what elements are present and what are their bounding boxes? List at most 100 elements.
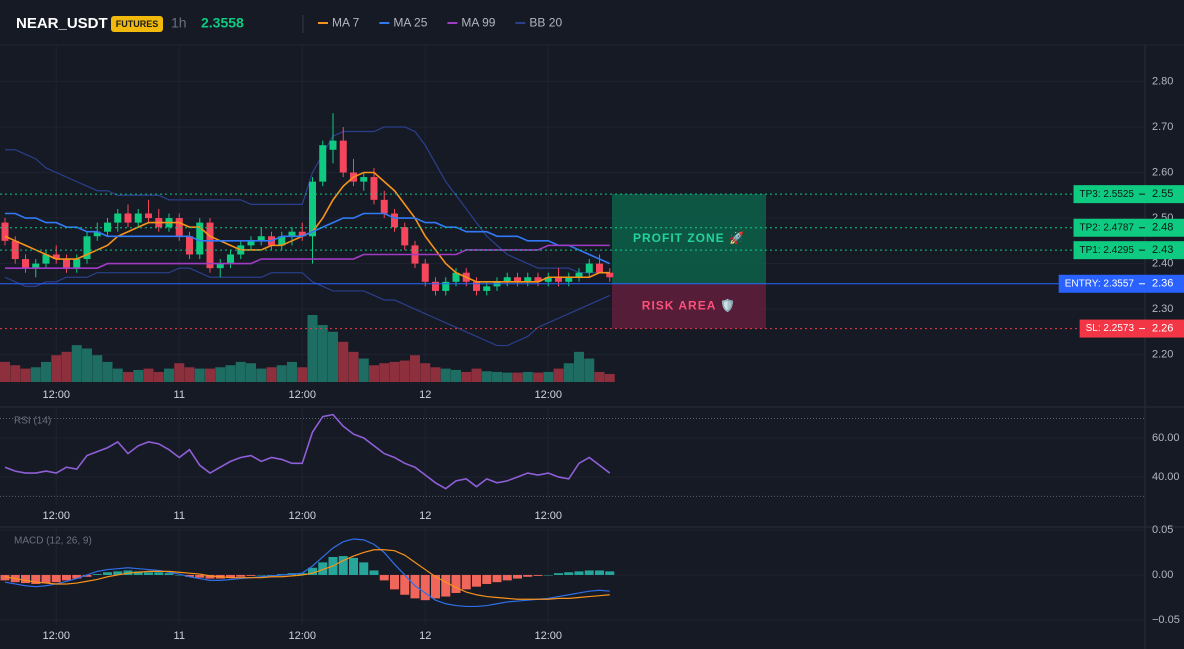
- histogram-bar: [144, 572, 153, 575]
- level-tag-bg: [1073, 185, 1184, 204]
- volume-bar: [215, 367, 226, 382]
- x-tick-label: 12:00: [288, 630, 316, 642]
- level-axis-label: 2.26: [1152, 322, 1173, 334]
- y-tick-label: −0.05: [1152, 614, 1180, 626]
- x-tick-label: 12: [419, 630, 431, 642]
- macd-line: [4, 549, 610, 600]
- candle-body: [524, 277, 532, 282]
- level-label: TP1: 2.4295: [1080, 245, 1135, 256]
- level-tag-bg: [1079, 319, 1184, 338]
- candle-body: [134, 213, 142, 223]
- histogram-bar: [513, 574, 522, 579]
- volume-bar: [30, 367, 41, 382]
- histogram-bar: [595, 570, 604, 575]
- histogram-bar: [554, 573, 563, 575]
- level-tag: SL: 2.2573 2.26: [1079, 319, 1184, 338]
- x-tick-label: 11: [174, 389, 185, 401]
- candle-body: [360, 177, 368, 182]
- volume-bar: [440, 368, 451, 382]
- level-axis-label: 2.36: [1152, 278, 1173, 290]
- histogram-bar: [338, 556, 348, 575]
- volume-bar: [10, 365, 21, 382]
- volume-bar: [379, 363, 390, 382]
- x-tick-label: 12:00: [534, 510, 562, 522]
- candle-body: [114, 213, 122, 223]
- histogram-bar: [154, 572, 164, 575]
- candle-body: [73, 259, 81, 269]
- candle-body: [565, 277, 573, 282]
- rsi-line: [4, 413, 611, 490]
- x-tick-label: 12: [419, 389, 431, 401]
- volume-bar: [328, 331, 338, 382]
- histogram-bar: [492, 574, 502, 583]
- volume-bar: [451, 369, 461, 382]
- header: NEAR_USDT FUTURES 1h 2.3558: [16, 15, 304, 33]
- x-tick-label: 12:00: [288, 389, 316, 401]
- volume-bar: [369, 365, 379, 382]
- volume-bar: [594, 371, 605, 382]
- volume-bar: [266, 367, 277, 382]
- volume-bar: [389, 361, 400, 382]
- volume-bar: [71, 345, 82, 382]
- candle-body: [575, 272, 583, 278]
- candle-body: [196, 222, 204, 255]
- histogram-bar: [349, 557, 358, 575]
- histogram-bar: [441, 574, 451, 597]
- pane-title: RSI (14): [14, 416, 51, 427]
- candle-body: [83, 236, 91, 260]
- candle-body: [1, 222, 9, 241]
- level-label: TP3: 2.5525: [1080, 189, 1135, 200]
- histogram-bar: [185, 574, 194, 577]
- level-label: SL: 2.2573: [1086, 323, 1135, 334]
- candle-body: [175, 218, 183, 237]
- candle-body: [288, 231, 296, 237]
- candle-body: [22, 259, 29, 269]
- volume-bar: [256, 368, 267, 382]
- histogram-bar: [502, 574, 512, 581]
- candle-body: [257, 236, 265, 241]
- x-tick-label: 12:00: [288, 510, 316, 522]
- bollinger-lower: [4, 267, 610, 347]
- candle-body: [104, 222, 111, 232]
- level-tag-bg: [1073, 218, 1184, 237]
- histogram-bar: [103, 572, 112, 575]
- candle-body: [555, 277, 562, 282]
- y-tick-label: 2.20: [1152, 349, 1173, 361]
- y-tick-label: 0.05: [1152, 524, 1173, 536]
- histogram-bar: [246, 574, 256, 576]
- histogram-bar: [523, 574, 533, 577]
- histogram-bar: [72, 574, 82, 579]
- level-tag-bg: [1058, 274, 1184, 293]
- symbol: NEAR_USDT: [16, 15, 108, 32]
- candle-body: [391, 213, 398, 228]
- candle-body: [544, 277, 552, 282]
- histogram-bar: [400, 574, 410, 595]
- histogram-bar: [482, 574, 492, 584]
- histogram-bar: [113, 571, 123, 575]
- volume-bar: [430, 367, 441, 382]
- y-tick-label: 2.40: [1152, 258, 1173, 270]
- histogram-bar: [543, 574, 553, 576]
- histogram-bar: [62, 574, 71, 581]
- badge: FUTURES: [116, 19, 159, 29]
- level-tag: TP1: 2.4295 2.43: [1073, 241, 1184, 260]
- histogram-bar: [256, 574, 266, 576]
- candle-body: [606, 272, 614, 278]
- histogram-bar: [564, 572, 574, 575]
- candle-body: [145, 213, 152, 219]
- badge-bg: [111, 16, 163, 32]
- macd-line: [4, 538, 610, 608]
- x-tick-label: 12: [419, 510, 431, 522]
- volume-bar: [276, 365, 287, 382]
- volume-bar: [102, 361, 113, 382]
- volume-bar: [533, 372, 543, 382]
- volume-bar: [348, 351, 359, 382]
- volume-bar: [143, 368, 154, 382]
- volume-bar: [492, 371, 502, 382]
- histogram-bar: [174, 574, 184, 576]
- volume-bar: [410, 355, 420, 382]
- volume-bar: [153, 371, 164, 382]
- volume-bar: [584, 358, 595, 382]
